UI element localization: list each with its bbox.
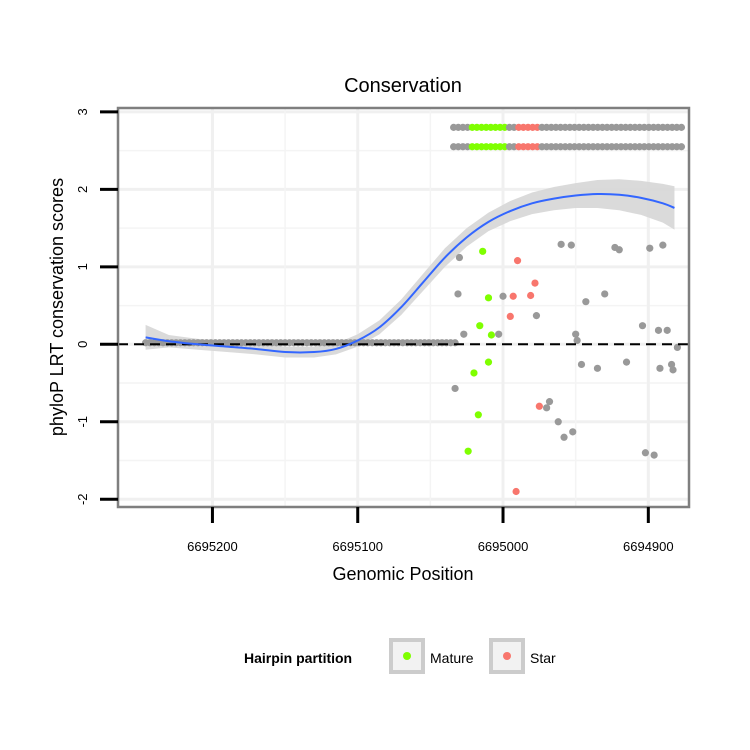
y-tick-label: 0 — [75, 341, 90, 348]
data-point-mature — [484, 358, 493, 366]
data-point-mature — [474, 411, 482, 419]
y-axis-title: phyloP LRT conservation scores — [47, 178, 67, 436]
data-point-other — [577, 360, 586, 369]
y-tick-label: 3 — [75, 108, 90, 115]
data-point-other — [582, 298, 590, 306]
y-tick-label: -2 — [75, 493, 90, 505]
data-point-other — [454, 290, 462, 298]
data-point-other — [567, 241, 575, 249]
x-axis-title: Genomic Position — [332, 564, 473, 584]
data-point-other — [545, 398, 554, 406]
data-point-other — [656, 364, 664, 372]
data-point-other — [495, 330, 503, 338]
data-point-other — [601, 290, 609, 298]
data-point-other — [560, 433, 568, 441]
data-point-other — [572, 330, 580, 338]
data-point-mature — [470, 369, 478, 377]
data-point-mature — [479, 247, 487, 255]
data-point-other — [638, 322, 647, 330]
data-point-other — [460, 330, 468, 338]
data-point-other — [667, 360, 676, 369]
data-point-other — [554, 418, 562, 426]
y-tick-label: 1 — [75, 263, 90, 270]
smooth-fit-layer — [145, 192, 675, 354]
x-tick-label: 6695200 — [187, 539, 238, 554]
legend-dot-mature — [403, 652, 411, 660]
data-point-mature — [487, 331, 496, 339]
data-point-star — [513, 257, 522, 265]
data-point-top-other — [677, 123, 686, 131]
data-point-other — [573, 336, 581, 345]
data-point-mature — [476, 322, 484, 330]
legend-label-mature: Mature — [430, 650, 474, 666]
x-tick-label: 6694900 — [623, 539, 674, 554]
data-point-star — [509, 292, 517, 300]
data-point-other — [451, 384, 459, 393]
data-point-other — [455, 253, 464, 262]
data-point-other — [593, 364, 602, 372]
x-axis: 6695200 6695100 6695000 6694900 — [187, 507, 674, 554]
y-tick-label: -1 — [75, 416, 90, 428]
data-point-star — [531, 279, 539, 287]
plot-border — [116, 106, 691, 509]
y-axis: -2 -1 0 1 2 3 — [75, 108, 118, 505]
data-point-star — [527, 291, 535, 300]
legend-dot-star — [503, 652, 511, 660]
chart-title: Conservation — [344, 75, 462, 97]
data-point-star — [512, 487, 520, 496]
data-point-other — [669, 366, 677, 374]
legend-label-star: Star — [530, 650, 556, 666]
data-point-other — [569, 428, 577, 436]
x-tick-label: 6695100 — [332, 539, 383, 554]
data-point-other — [650, 451, 658, 459]
legend-title: Hairpin partition — [244, 650, 352, 666]
data-point-star — [506, 312, 514, 321]
data-point-other — [659, 241, 667, 249]
data-point-star — [535, 402, 543, 410]
data-point-other — [673, 343, 681, 351]
x-tick-label: 6695000 — [478, 539, 529, 554]
data-point-other — [641, 449, 650, 457]
y-tick-label: 2 — [75, 186, 90, 193]
data-point-top-other — [677, 143, 686, 151]
smooth-fit-line — [145, 192, 675, 354]
data-point-other — [622, 358, 631, 366]
data-point-other — [557, 240, 565, 248]
data-point-mature — [464, 447, 472, 455]
data-point-other — [663, 326, 671, 334]
legend: Hairpin partition Mature Star — [244, 638, 556, 674]
data-point-mature — [484, 294, 493, 302]
data-point-other — [499, 292, 507, 300]
data-point-other — [646, 244, 654, 252]
data-point-other — [615, 246, 623, 254]
data-point-other — [532, 312, 541, 320]
data-point-other — [543, 404, 551, 412]
data-point-other — [654, 326, 663, 334]
